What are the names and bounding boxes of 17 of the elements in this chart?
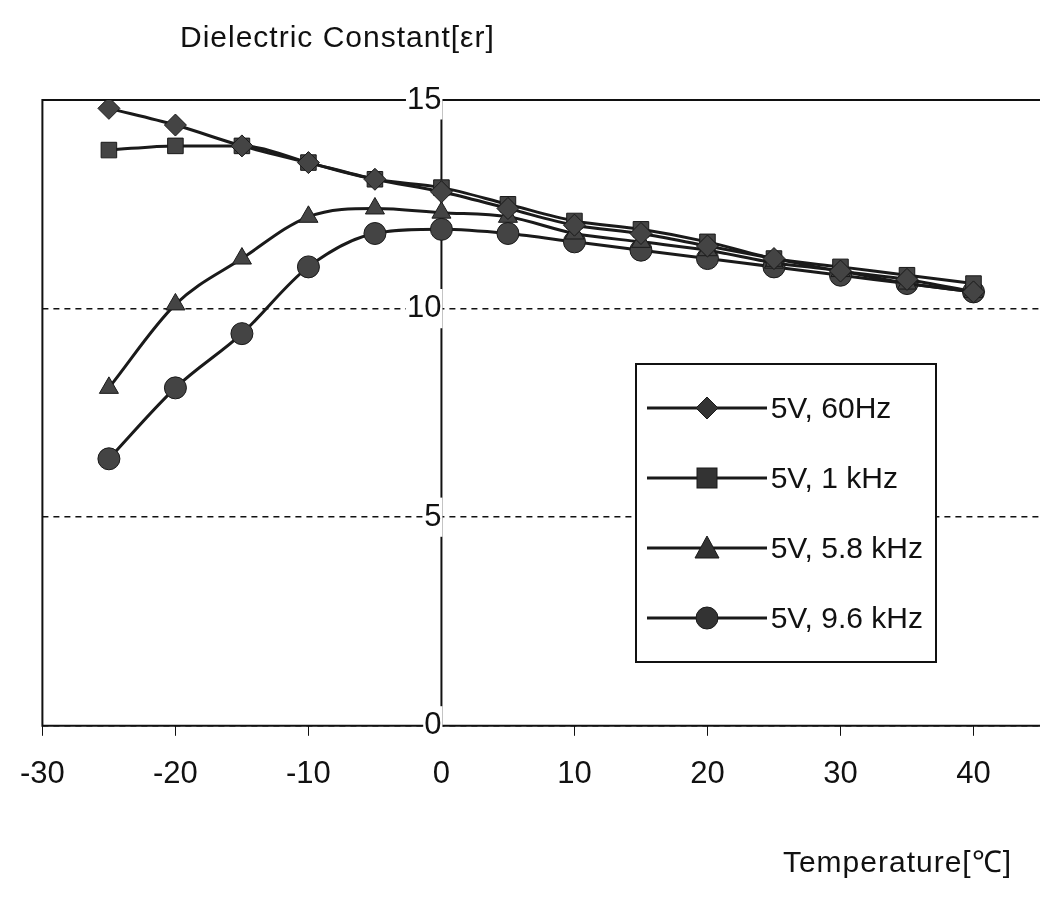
legend-label: 5V, 9.6 kHz [770, 600, 923, 635]
x-axis-title: Temperature[℃] [782, 844, 1012, 880]
x-tick-label: 10 [557, 754, 592, 790]
x-tick-label: 20 [690, 754, 725, 790]
y-tick-label: 5 [424, 497, 442, 533]
y-axis-title: Dielectric Constant[εr] [180, 20, 495, 54]
x-tick-label: -10 [286, 754, 331, 790]
y-tick-label: 10 [406, 289, 442, 325]
y-tick-label: 15 [406, 80, 442, 116]
legend-label: 5V, 1 kHz [770, 460, 898, 495]
x-tick-label: 40 [956, 754, 991, 790]
x-tick-label: 30 [823, 754, 858, 790]
legend-label: 5V, 60Hz [770, 390, 892, 425]
x-tick-label: -20 [153, 754, 198, 790]
y-tick-label: 0 [424, 706, 442, 742]
legend-label: 5V, 5.8 kHz [770, 530, 923, 565]
x-tick-label: -30 [20, 754, 65, 790]
